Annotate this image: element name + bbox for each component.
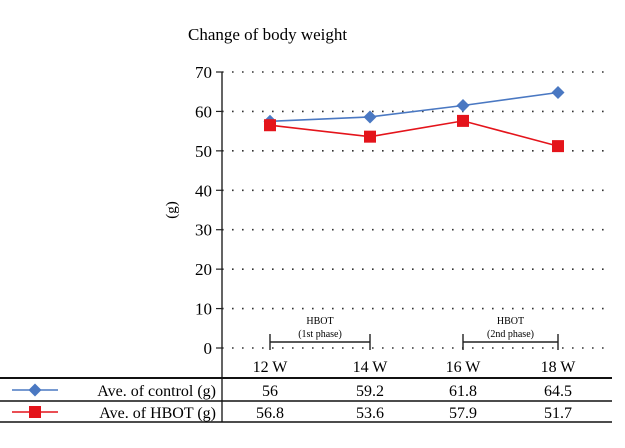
data-point-control: [456, 99, 470, 113]
y-tick-label: 60: [195, 102, 212, 121]
table-cell: 64.5: [544, 383, 572, 400]
table-cell: 56: [262, 383, 278, 400]
legend-label: Ave. of control (g): [97, 383, 216, 400]
y-tick-label: 20: [195, 260, 212, 279]
table-cell: 53.6: [356, 405, 384, 422]
y-tick-label: 0: [204, 339, 213, 358]
table-cell: 61.8: [449, 383, 477, 400]
table-cell: 51.7: [544, 405, 572, 422]
y-tick-label: 40: [195, 181, 212, 200]
data-point-control: [363, 110, 377, 124]
y-tick-label: 10: [195, 300, 212, 319]
data-table: 12 W 14 W 16 W 18 W Ave. of control (g) 56 59.…: [0, 359, 612, 423]
x-category-label: 18 W: [541, 359, 577, 376]
data-point-hbot: [552, 140, 564, 153]
x-category-label: 16 W: [446, 359, 482, 376]
phase-label: HBOT: [497, 316, 524, 327]
data-point-hbot: [364, 130, 376, 143]
legend-label: Ave. of HBOT (g): [99, 405, 216, 422]
chart-title: Change of body weight: [188, 25, 347, 44]
x-category-label: 14 W: [353, 359, 389, 376]
phase-sublabel: (1st phase): [298, 329, 342, 340]
y-tick-labels: 0 10 20 30 40 50 60 70: [195, 63, 222, 358]
data-point-control: [551, 86, 565, 100]
series-line-2: [269, 120, 559, 147]
phase-sublabel: (2nd phase): [487, 329, 534, 340]
phase-label: HBOT: [306, 316, 333, 327]
table-cell: 56.8: [256, 405, 284, 422]
legend-marker-diamond: [28, 383, 42, 397]
series-group: [263, 86, 565, 153]
table-cell: 59.2: [356, 383, 384, 400]
grid-lines: [222, 71, 608, 349]
table-cell: 57.9: [449, 405, 477, 422]
y-tick-label: 30: [195, 221, 212, 240]
data-point-hbot: [264, 119, 276, 132]
y-axis-label: (g): [164, 201, 180, 219]
data-point-hbot: [457, 114, 469, 127]
x-category-label: 12 W: [253, 359, 289, 376]
hbot-phase-annotations: HBOT (1st phase) HBOT (2nd phase): [269, 316, 559, 350]
y-tick-label: 70: [195, 63, 212, 82]
series-line-1: [269, 91, 559, 123]
y-tick-label: 50: [195, 142, 212, 161]
legend-marker-square: [29, 406, 41, 418]
